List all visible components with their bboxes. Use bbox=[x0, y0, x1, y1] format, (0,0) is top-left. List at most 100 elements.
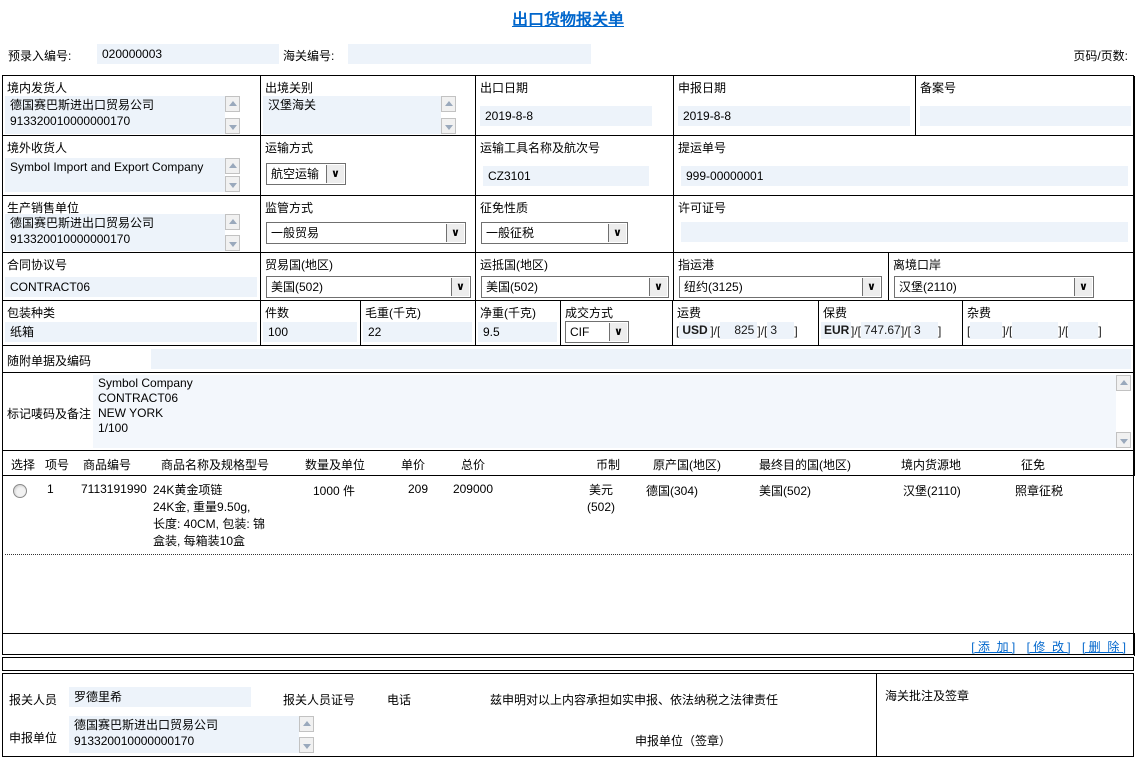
attached-docs-input[interactable] bbox=[151, 349, 1131, 369]
scroll-down-icon[interactable] bbox=[225, 235, 240, 251]
marks-remarks-label: 标记唛码及备注 bbox=[7, 407, 92, 421]
bracket: ]/[ bbox=[710, 323, 721, 338]
field-attached-docs: 随附单据及编码 bbox=[3, 346, 1135, 373]
field-marks-remarks: 标记唛码及备注 Symbol Company CONTRACT06 NEW YO… bbox=[3, 373, 1135, 451]
insurance-type-input[interactable]: 3 bbox=[911, 322, 939, 339]
scroll-up-icon[interactable] bbox=[441, 96, 456, 112]
declare-unit-label: 申报单位 bbox=[9, 731, 58, 745]
scroll-up-icon[interactable] bbox=[225, 158, 240, 174]
field-contract-no: 合同协议号 CONTRACT06 bbox=[3, 253, 261, 301]
scrollbar bbox=[225, 96, 240, 134]
freight-type-input[interactable]: 3 bbox=[767, 322, 795, 339]
scroll-down-icon[interactable] bbox=[299, 737, 314, 753]
currency-value: 美元 (502) bbox=[586, 483, 615, 514]
pre-entry-input[interactable]: 020000003 bbox=[97, 44, 279, 64]
name-value: 24K黄金项链 bbox=[153, 483, 223, 497]
package-type-input[interactable]: 纸箱 bbox=[5, 322, 257, 342]
misc-type-input[interactable] bbox=[1068, 322, 1099, 339]
production-unit-textarea[interactable]: 德国赛巴斯进出口贸易公司 913320010000000170 bbox=[5, 214, 225, 251]
declarant-input[interactable]: 罗德里希 bbox=[69, 687, 251, 707]
freight-currency-input[interactable]: USD bbox=[679, 322, 711, 339]
chevron-down-icon[interactable] bbox=[1074, 278, 1092, 296]
add-button[interactable]: [ 添 加 ] bbox=[971, 640, 1016, 654]
delete-button[interactable]: [ 删 除 ] bbox=[1081, 640, 1126, 654]
exit-customs-textarea[interactable]: 汉堡海关 bbox=[263, 96, 441, 134]
misc-fee-label: 杂费 bbox=[967, 306, 992, 320]
exemption-nature-label: 征免性质 bbox=[480, 201, 529, 215]
bracket: ]/[ bbox=[757, 323, 768, 338]
package-type-label: 包装种类 bbox=[7, 306, 56, 320]
transport-mode-label: 运输方式 bbox=[265, 141, 314, 155]
transport-name-label: 运输工具名称及航次号 bbox=[480, 141, 601, 155]
name-spec-value: 24K黄金项链 24K金, 重量9.50g, 长度: 40CM, 包装: 锦盒装… bbox=[153, 482, 265, 550]
scroll-down-icon[interactable] bbox=[1116, 432, 1131, 448]
bill-no-input[interactable]: 999-00000001 bbox=[681, 166, 1128, 186]
pieces-input[interactable]: 100 bbox=[263, 322, 357, 342]
freight-brackets: [USD]/[825]/[3] bbox=[676, 322, 798, 339]
trade-country-select[interactable]: 美国(502) bbox=[266, 276, 471, 298]
chevron-down-icon[interactable] bbox=[451, 278, 469, 296]
row-select-radio[interactable] bbox=[13, 484, 27, 498]
col-origin-country: 原产国(地区) bbox=[653, 458, 721, 472]
insurance-label: 保费 bbox=[823, 306, 848, 320]
scroll-up-icon[interactable] bbox=[225, 96, 240, 112]
chevron-down-icon[interactable] bbox=[446, 224, 464, 242]
chevron-down-icon[interactable] bbox=[862, 278, 880, 296]
field-pieces: 件数 100 bbox=[261, 301, 361, 346]
supervision-mode-label: 监管方式 bbox=[265, 201, 314, 215]
freight-amount-input[interactable]: 825 bbox=[720, 322, 758, 339]
freight-label: 运费 bbox=[677, 306, 702, 320]
domestic-consignor-textarea[interactable]: 德国赛巴斯进出口贸易公司 913320010000000170 bbox=[5, 96, 225, 134]
license-no-input[interactable] bbox=[681, 222, 1128, 242]
scroll-up-icon[interactable] bbox=[299, 716, 314, 732]
scroll-up-icon[interactable] bbox=[225, 214, 240, 230]
chevron-down-icon[interactable] bbox=[608, 224, 626, 242]
export-date-label: 出口日期 bbox=[480, 81, 529, 95]
contract-no-input[interactable]: CONTRACT06 bbox=[5, 277, 257, 297]
arrival-country-value: 美国(502) bbox=[486, 280, 539, 294]
col-code: 商品编号 bbox=[83, 458, 132, 472]
scroll-up-icon[interactable] bbox=[1116, 375, 1131, 391]
insurance-amount-input[interactable]: 747.67 bbox=[861, 322, 902, 339]
page-count-label: 页码/页数: bbox=[1073, 49, 1128, 63]
transport-name-input[interactable]: CZ3101 bbox=[483, 166, 649, 186]
chevron-down-icon[interactable] bbox=[326, 165, 344, 183]
scrollbar[interactable] bbox=[1116, 375, 1131, 448]
scroll-down-icon[interactable] bbox=[225, 118, 240, 134]
items-header-row: 选择 项号 商品编号 商品名称及规格型号 数量及单位 单价 总价 币制 原产国(… bbox=[3, 451, 1135, 476]
modify-button[interactable]: [ 修 改 ] bbox=[1026, 640, 1071, 654]
col-currency: 币制 bbox=[596, 458, 621, 472]
overseas-consignee-textarea[interactable]: Symbol Import and Export Company bbox=[5, 158, 225, 192]
chevron-down-icon[interactable] bbox=[609, 323, 627, 341]
scrollbar bbox=[441, 96, 456, 134]
record-no-input[interactable] bbox=[920, 106, 1131, 126]
net-weight-input[interactable]: 9.5 bbox=[478, 322, 557, 342]
bracket: [ bbox=[967, 323, 971, 338]
customs-no-input[interactable] bbox=[348, 44, 591, 64]
field-trade-country: 贸易国(地区) 美国(502) bbox=[261, 253, 476, 301]
pieces-label: 件数 bbox=[265, 306, 290, 320]
transport-mode-select[interactable]: 航空运输 bbox=[266, 163, 346, 185]
field-record-no: 备案号 bbox=[916, 76, 1135, 136]
exit-port-select[interactable]: 汉堡(2110) bbox=[894, 276, 1094, 298]
export-date-input[interactable]: 2019-8-8 bbox=[480, 106, 652, 126]
misc-amount-input[interactable] bbox=[1012, 322, 1059, 339]
supervision-mode-select[interactable]: 一般贸易 bbox=[266, 222, 466, 244]
destination-port-select[interactable]: 纽约(3125) bbox=[679, 276, 882, 298]
field-production-unit: 生产销售单位 德国赛巴斯进出口贸易公司 913320010000000170 bbox=[3, 196, 261, 253]
scrollbar bbox=[225, 158, 240, 192]
misc-currency-input[interactable] bbox=[970, 322, 1003, 339]
chevron-down-icon[interactable] bbox=[649, 278, 667, 296]
field-transaction-mode: 成交方式 CIF bbox=[561, 301, 673, 346]
marks-remarks-textarea[interactable]: Symbol Company CONTRACT06 NEW YORK 1/100 bbox=[93, 375, 1116, 448]
declare-unit-textarea[interactable]: 德国赛巴斯进出口贸易公司 913320010000000170 bbox=[69, 716, 299, 753]
destination-port-value: 纽约(3125) bbox=[684, 280, 743, 294]
transaction-mode-select[interactable]: CIF bbox=[565, 321, 629, 343]
gross-weight-input[interactable]: 22 bbox=[363, 322, 472, 342]
scroll-down-icon[interactable] bbox=[225, 176, 240, 192]
exemption-nature-select[interactable]: 一般征税 bbox=[481, 222, 628, 244]
arrival-country-select[interactable]: 美国(502) bbox=[481, 276, 669, 298]
declare-date-input[interactable]: 2019-8-8 bbox=[678, 106, 910, 126]
insurance-currency-input[interactable]: EUR bbox=[821, 322, 851, 339]
scroll-down-icon[interactable] bbox=[441, 118, 456, 134]
